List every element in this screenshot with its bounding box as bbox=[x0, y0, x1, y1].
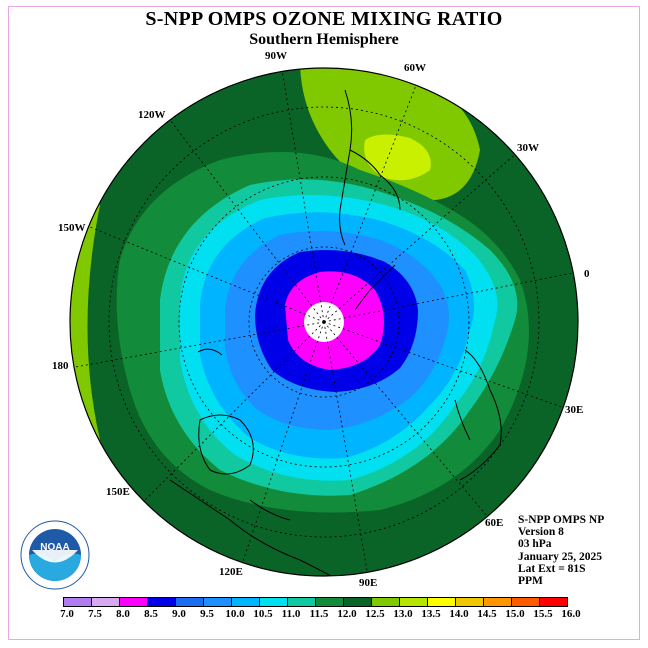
colorbar-segment bbox=[147, 597, 176, 607]
info-pressure-level: 03 hPa bbox=[518, 538, 552, 551]
colorbar-tick-label: 8.0 bbox=[116, 608, 130, 620]
info-instrument: S-NPP OMPS NP bbox=[518, 514, 605, 526]
colorbar-segment bbox=[511, 597, 540, 607]
info-date: January 25, 2025 bbox=[518, 550, 603, 563]
colorbar-segment bbox=[287, 597, 316, 607]
lon-label-60w: 60W bbox=[404, 62, 426, 74]
lon-label-0: 0 bbox=[584, 268, 590, 280]
coastlines bbox=[169, 89, 502, 576]
colorbar-tick-label: 13.5 bbox=[421, 608, 441, 620]
lon-label-60e: 60E bbox=[485, 517, 504, 529]
colorbar-tick-label: 7.0 bbox=[60, 608, 74, 620]
colorbar-segment bbox=[203, 597, 232, 607]
colorbar-segment bbox=[483, 597, 512, 607]
colorbar-tick-label: 7.5 bbox=[88, 608, 102, 620]
chart-title: S-NPP OMPS OZONE MIXING RATIO bbox=[145, 8, 503, 30]
colorbar-segment bbox=[63, 597, 92, 607]
colorbar-tick-label: 12.0 bbox=[337, 608, 357, 620]
colorbar-tick-label: 12.5 bbox=[365, 608, 385, 620]
colorbar-tick-label: 15.5 bbox=[533, 608, 553, 620]
lon-label-30w: 30W bbox=[517, 142, 539, 154]
lon-label-180: 180 bbox=[52, 360, 69, 372]
colorbar-segment bbox=[315, 597, 344, 607]
lon-label-150w: 150W bbox=[58, 222, 86, 234]
graticule bbox=[70, 69, 578, 576]
colorbar-segment bbox=[399, 597, 428, 607]
lon-label-90e: 90E bbox=[359, 577, 378, 589]
lon-label-90w: 90W bbox=[265, 50, 287, 62]
svg-text:NOAA: NOAA bbox=[40, 542, 69, 553]
colorbar-tick-label: 9.0 bbox=[172, 608, 186, 620]
colorbar-tick-label: 8.5 bbox=[144, 608, 158, 620]
colorbar-segment bbox=[231, 597, 260, 607]
colorbar-segment bbox=[343, 597, 372, 607]
colorbar-tick-label: 16.0 bbox=[561, 608, 581, 620]
figure-frame bbox=[8, 6, 640, 640]
colorbar-tick-label: 9.5 bbox=[200, 608, 214, 620]
colorbar-tick-label: 10.5 bbox=[253, 608, 273, 620]
colorbar-tick-label: 13.0 bbox=[393, 608, 413, 620]
colorbar-tick-label: 11.0 bbox=[281, 608, 301, 620]
dataset-info: S-NPP OMPS NP Version 8 03 hPa January 2… bbox=[518, 514, 604, 587]
lon-label-30e: 30E bbox=[565, 404, 584, 416]
colorbar-tick-label: 14.0 bbox=[449, 608, 469, 620]
colorbar bbox=[63, 597, 568, 607]
colorbar-segment bbox=[91, 597, 120, 607]
info-lat-extent: Lat Ext = 81S bbox=[518, 562, 586, 575]
colorbar-tick-label: 14.5 bbox=[477, 608, 497, 620]
colorbar-segment bbox=[119, 597, 148, 607]
lon-label-120e: 120E bbox=[219, 566, 243, 578]
colorbar-tick-label: 11.5 bbox=[309, 608, 329, 620]
noaa-logo: NOAA bbox=[20, 520, 90, 590]
colorbar-tick-label: 15.0 bbox=[505, 608, 525, 620]
colorbar-labels: 7.0 7.5 8.0 8.5 9.0 9.5 10.0 10.5 11.0 11.5 12.0 12… bbox=[0, 608, 648, 622]
colorbar-tick-label: 10.0 bbox=[225, 608, 245, 620]
lon-label-120w: 120W bbox=[138, 109, 166, 121]
colorbar-segment bbox=[427, 597, 456, 607]
colorbar-segment bbox=[259, 597, 288, 607]
colorbar-segment bbox=[539, 597, 568, 607]
info-version: Version 8 bbox=[518, 526, 564, 539]
ozone-region-13-0 bbox=[364, 134, 431, 181]
info-units: PPM bbox=[518, 575, 543, 588]
colorbar-segment bbox=[455, 597, 484, 607]
colorbar-segment bbox=[175, 597, 204, 607]
lon-label-150e: 150E bbox=[106, 486, 130, 498]
chart-subtitle: Southern Hemisphere bbox=[249, 31, 399, 48]
colorbar-segment bbox=[371, 597, 400, 607]
map-boundary bbox=[69, 67, 579, 577]
